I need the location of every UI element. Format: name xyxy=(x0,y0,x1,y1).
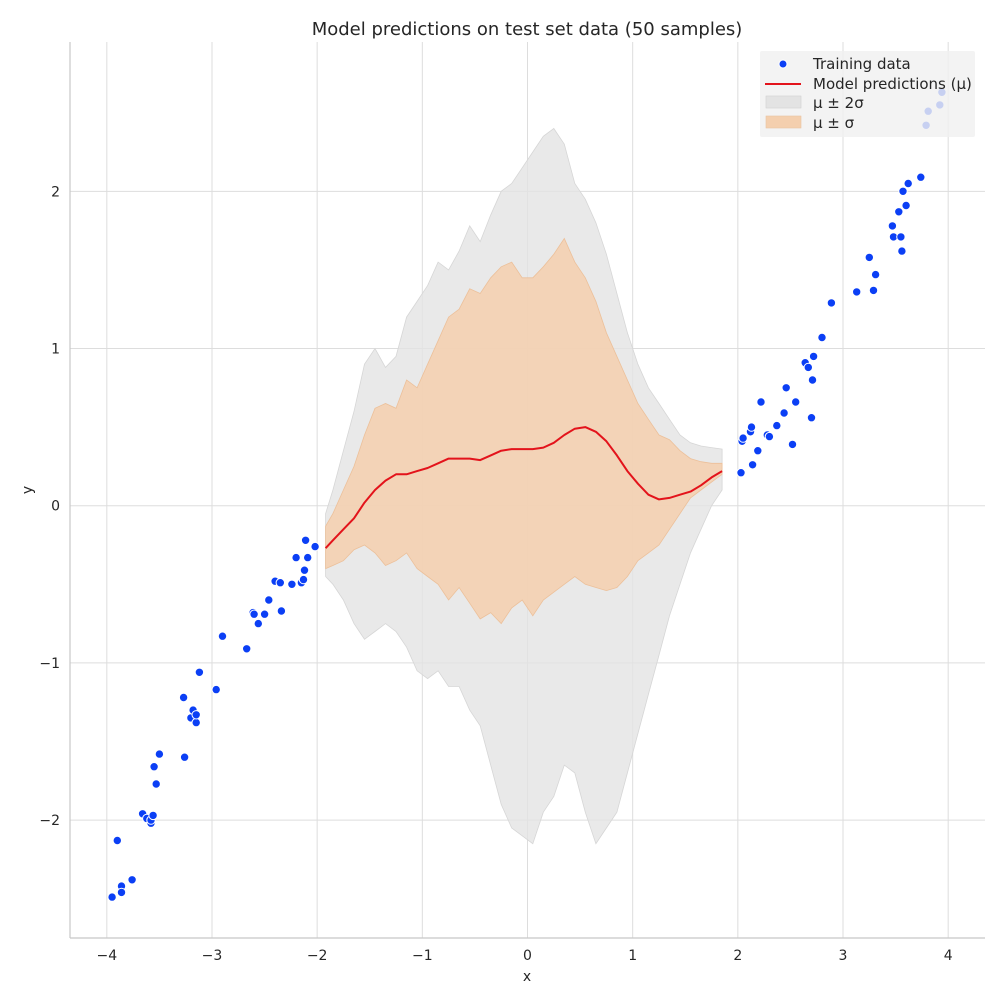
training-point xyxy=(826,298,837,308)
training-point xyxy=(149,762,159,772)
training-point xyxy=(746,422,757,432)
training-point xyxy=(756,397,766,407)
training-point xyxy=(896,232,906,242)
legend-patch-1sigma xyxy=(765,115,802,129)
training-point xyxy=(191,710,201,720)
training-point xyxy=(772,420,782,431)
training-point xyxy=(259,609,270,619)
training-point xyxy=(194,667,205,677)
y-tick-labels: −2 −1 0 1 2 xyxy=(39,184,60,829)
axes xyxy=(69,42,985,939)
training-point xyxy=(764,431,775,442)
training-point xyxy=(916,172,926,182)
x-tick-label: −4 xyxy=(96,948,117,964)
legend-box xyxy=(760,51,975,137)
y-tick-label: −2 xyxy=(39,813,60,829)
training-point xyxy=(107,892,117,902)
training-point xyxy=(151,779,161,789)
training-point xyxy=(299,565,310,575)
training-point xyxy=(310,541,320,552)
legend-label-1sigma: μ ± σ xyxy=(813,114,855,132)
band-1sigma xyxy=(325,237,723,625)
training-point xyxy=(112,835,123,846)
training-point xyxy=(747,460,758,470)
training-point xyxy=(787,439,798,450)
training-point xyxy=(738,433,748,443)
training-point xyxy=(852,287,862,297)
training-point xyxy=(298,574,309,585)
training-point xyxy=(127,875,137,885)
training-point xyxy=(264,595,274,605)
y-axis-label: y xyxy=(20,486,36,494)
mean-line xyxy=(324,426,723,549)
training-point xyxy=(303,552,313,563)
training-point xyxy=(894,207,904,217)
training-point xyxy=(178,692,189,703)
training-point xyxy=(817,332,827,343)
x-tick-label: 0 xyxy=(523,948,532,964)
x-tick-label: −1 xyxy=(412,948,433,964)
legend: Training data Model predictions (μ) μ ± … xyxy=(760,51,975,137)
training-point xyxy=(791,397,801,407)
training-point xyxy=(191,717,201,728)
training-point xyxy=(807,375,818,385)
x-tick-label: 1 xyxy=(628,948,637,964)
training-point xyxy=(808,351,819,362)
training-point xyxy=(249,609,259,619)
training-point xyxy=(287,579,297,589)
training-point xyxy=(781,383,791,393)
training-point xyxy=(116,887,127,898)
training-point xyxy=(211,684,221,695)
training-point xyxy=(300,535,311,545)
legend-label-training: Training data xyxy=(812,55,911,73)
confidence-bands xyxy=(325,127,723,845)
training-point xyxy=(275,578,285,588)
y-tick-label: 0 xyxy=(51,499,60,515)
legend-patch-2sigma xyxy=(765,95,802,109)
training-point xyxy=(887,221,898,231)
y-tick-label: 2 xyxy=(51,184,60,200)
training-point xyxy=(217,631,228,641)
training-point xyxy=(803,362,813,373)
y-tick-label: −1 xyxy=(39,656,60,672)
x-tick-labels: −4 −3 −2 −1 0 1 2 3 4 xyxy=(96,948,952,964)
y-tick-label: 1 xyxy=(51,342,60,358)
x-tick-label: −2 xyxy=(307,948,328,964)
x-tick-label: 4 xyxy=(944,948,953,964)
training-point xyxy=(868,285,879,296)
training-point xyxy=(806,413,817,423)
training-point xyxy=(903,178,913,189)
x-tick-label: 3 xyxy=(839,948,848,964)
training-point xyxy=(864,252,874,263)
training-point xyxy=(148,810,158,821)
x-tick-label: 2 xyxy=(733,948,742,964)
training-point xyxy=(901,200,911,211)
training-point xyxy=(897,246,907,256)
training-point xyxy=(779,408,789,418)
training-point xyxy=(736,468,746,478)
training-point xyxy=(753,446,763,456)
x-axis-label: x xyxy=(523,969,531,985)
training-point xyxy=(179,752,190,762)
training-point xyxy=(242,644,252,654)
chart-title: Model predictions on test set data (50 s… xyxy=(312,19,743,40)
x-tick-label: −3 xyxy=(202,948,223,964)
legend-marker-training xyxy=(778,59,788,69)
training-point xyxy=(870,269,881,280)
legend-label-mean: Model predictions (μ) xyxy=(813,75,972,93)
training-point xyxy=(291,552,301,563)
training-point xyxy=(253,618,263,629)
training-point xyxy=(154,749,165,759)
legend-label-2sigma: μ ± 2σ xyxy=(813,94,864,112)
mean-line-group xyxy=(324,426,723,549)
training-point xyxy=(276,606,287,616)
training-point xyxy=(898,186,908,197)
